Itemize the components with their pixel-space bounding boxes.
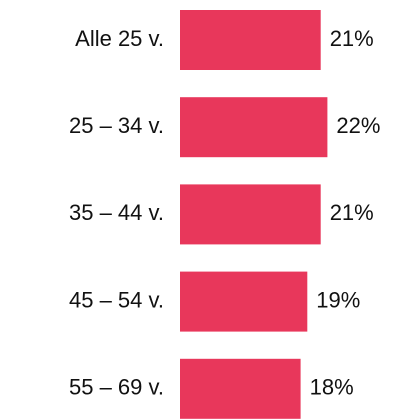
category-label: Alle 25 v.: [75, 26, 164, 51]
bar: [180, 184, 321, 245]
bar: [180, 10, 321, 70]
category-label: 25 – 34 v.: [69, 113, 164, 138]
value-label: 18%: [310, 375, 354, 400]
category-label: 45 – 54 v.: [69, 287, 164, 312]
value-label: 22%: [336, 113, 380, 138]
category-label: 35 – 44 v.: [69, 200, 164, 225]
value-label: 19%: [316, 287, 360, 312]
bar: [180, 358, 301, 419]
bar: [180, 271, 308, 332]
value-label: 21%: [330, 26, 374, 51]
bar: [180, 97, 328, 158]
category-label: 55 – 69 v.: [69, 375, 164, 400]
value-label: 21%: [330, 200, 374, 225]
